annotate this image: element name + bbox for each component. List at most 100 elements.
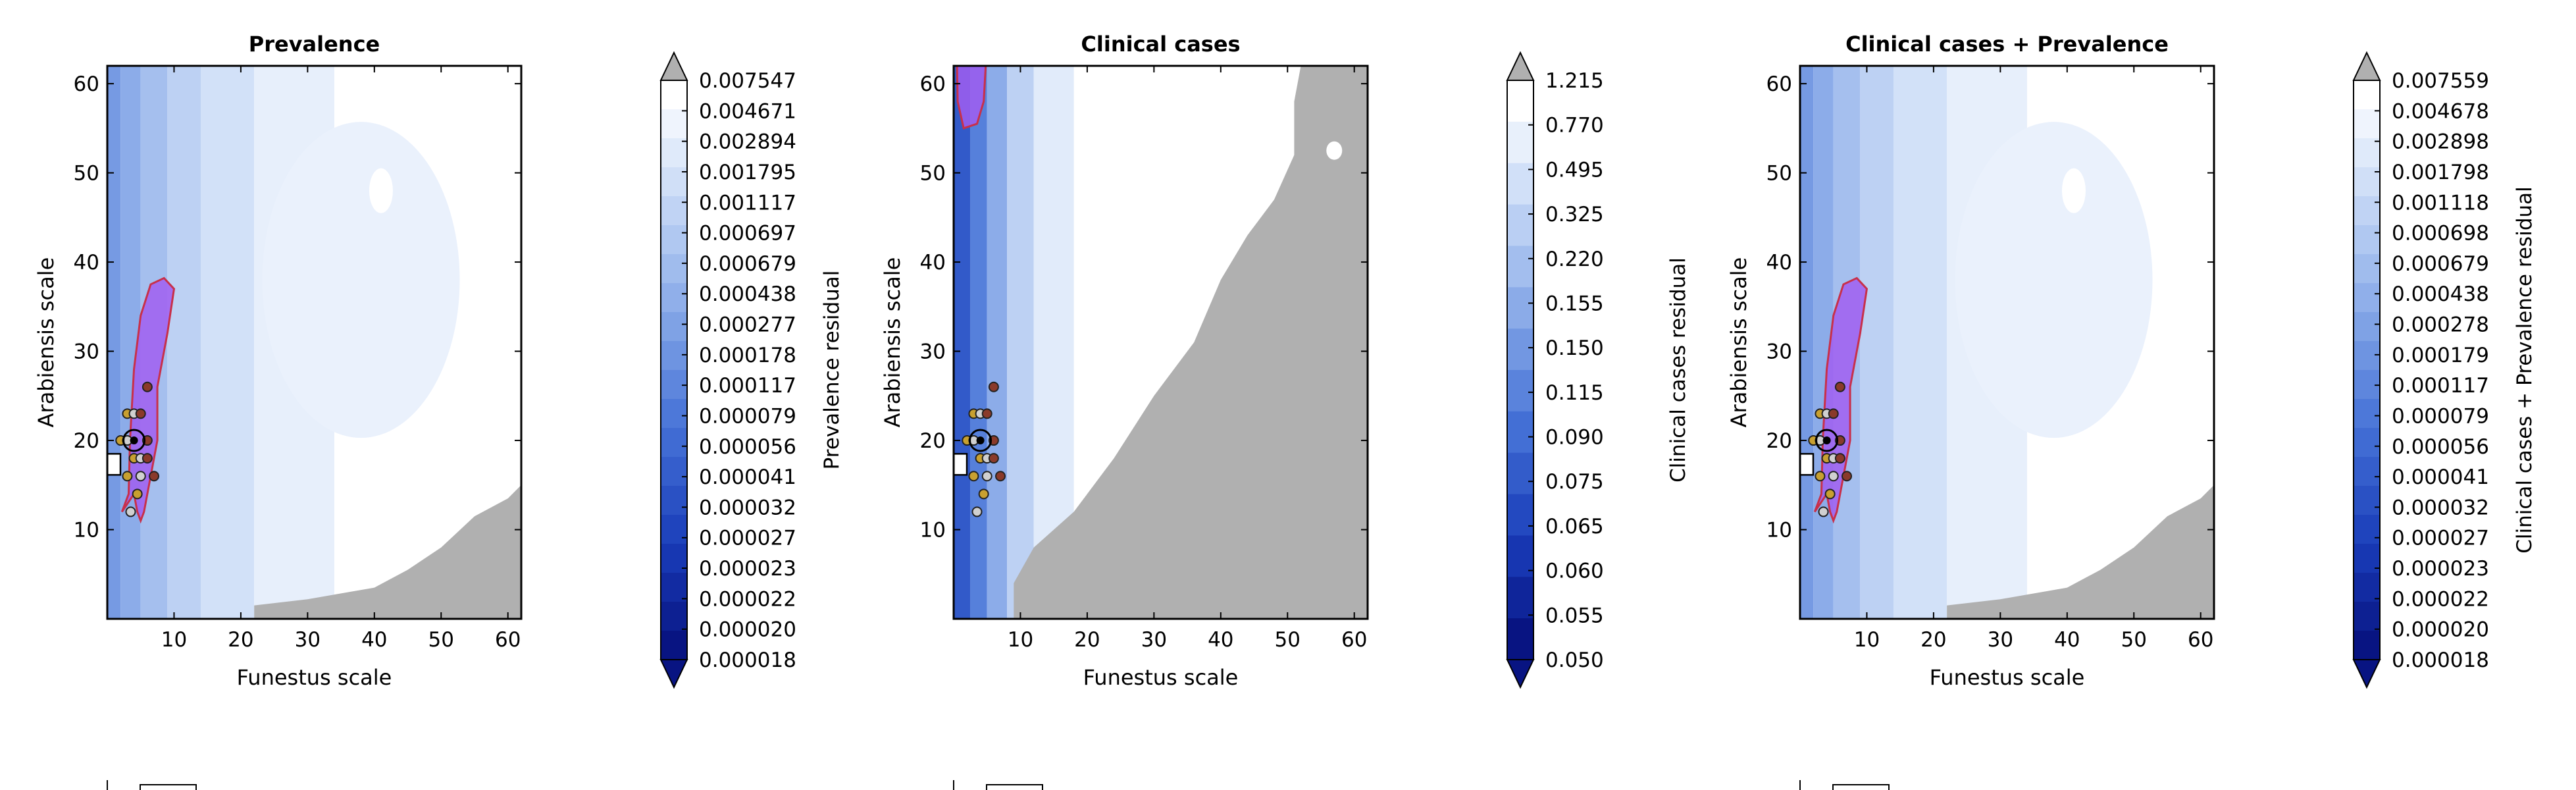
contour-band-wide — [262, 122, 460, 438]
colorbar-tick-label: 0.000117 — [699, 374, 796, 398]
colorbar-segment — [2354, 631, 2380, 660]
colorbar-tick-label: 0.000697 — [699, 222, 796, 246]
legend-swatch — [140, 784, 197, 790]
nodata-region — [254, 485, 521, 619]
colorbar-segment — [1507, 370, 1533, 412]
sample-point — [142, 453, 153, 464]
colorbar-tick-label: 0.115 — [1545, 381, 1604, 405]
colorbar-segment — [661, 341, 687, 371]
colorbar-segment — [2354, 486, 2380, 515]
sample-point — [988, 453, 999, 464]
colorbar-tick-label: 0.000277 — [699, 313, 796, 337]
colorbar-segment — [2354, 109, 2380, 139]
colorbar-segment — [2354, 428, 2380, 458]
colorbar-tick-label: 0.001118 — [2392, 191, 2489, 215]
colorbar-tick-label: 0.000056 — [2392, 435, 2489, 459]
x-tick-label: 40 — [361, 628, 387, 652]
colorbar-tick-label: 0.075 — [1545, 470, 1604, 494]
colorbar-segment — [2354, 196, 2380, 226]
highlight-region — [956, 66, 987, 130]
y-tick-label: 40 — [920, 251, 946, 275]
y-tick-label: 20 — [920, 429, 946, 453]
contour-band-3 — [167, 66, 201, 619]
colorbar-tick-label: 0.000079 — [699, 404, 796, 428]
colorbar-extend-top — [1506, 51, 1535, 81]
colorbar-tick-label: 0.000020 — [2392, 618, 2489, 642]
y-tick-label: 60 — [920, 72, 946, 96]
colorbar-segment — [661, 631, 687, 660]
x-tick-label: 30 — [1988, 628, 2013, 652]
colorbar-segment — [661, 254, 687, 284]
colorbar-segment — [1507, 494, 1533, 536]
colorbar-tick-label: 0.000698 — [2392, 222, 2489, 246]
colorbar-tick-label: 0.325 — [1545, 203, 1604, 226]
y-tick-label: 10 — [1766, 519, 1792, 542]
colorbar-segment — [1507, 577, 1533, 619]
colorbar-frame — [2353, 80, 2381, 660]
target-marker — [1815, 429, 1839, 452]
colorbar-tick-label: 1.215 — [1545, 69, 1604, 93]
colorbar-segment — [1507, 204, 1533, 246]
colorbar-frame — [660, 80, 688, 660]
y-tick-label: 60 — [1766, 72, 1792, 96]
colorbar-segment — [2354, 602, 2380, 631]
sample-point — [981, 408, 992, 419]
colorbar-segment — [2354, 80, 2380, 110]
colorbar-tick-label: 0.050 — [1545, 648, 1604, 672]
target-marker-center — [1822, 436, 1831, 445]
colorbar-extend-bottom — [2352, 659, 2381, 689]
x-tick-label: 30 — [295, 628, 321, 652]
colorbar-segment — [1507, 411, 1533, 454]
x-tick-label: 20 — [1074, 628, 1100, 652]
colorbar-segment — [2354, 283, 2380, 313]
y-axis-label: Arabiensis scale — [880, 257, 905, 428]
contour-band-0 — [954, 66, 971, 619]
colorbar-tick-label: 0.007559 — [2392, 69, 2489, 93]
colorbar-tick-label: 0.055 — [1545, 604, 1604, 627]
panel-combined: 10 20 30 40 50 60 10 20 30 40 50 60 Clinical cases +… — [1726, 32, 2537, 790]
sample-point — [978, 488, 989, 500]
colorbar-tick-label: 0.001117 — [699, 191, 796, 215]
x-tick-label: 40 — [1208, 628, 1233, 652]
chart-title: Prevalence — [249, 32, 380, 57]
sample-point — [1815, 471, 1826, 482]
colorbar-tick-label: 0.001798 — [2392, 161, 2489, 184]
colorbar-tick-label: 0.065 — [1545, 515, 1604, 539]
colorbar-segment — [2354, 515, 2380, 544]
colorbar-tick-label: 0.495 — [1545, 158, 1604, 182]
colorbar-tick-label: 0.000117 — [2392, 374, 2489, 398]
colorbar-segment — [1507, 452, 1533, 495]
target-marker — [122, 429, 146, 452]
sample-point — [1842, 471, 1853, 482]
contour-band-4 — [201, 66, 255, 619]
y-tick-label: 10 — [74, 519, 99, 542]
y-tick-label: 30 — [1766, 340, 1792, 364]
sample-point — [1828, 471, 1839, 482]
colorbar: 0.007559 0.004678 0.002898 0.001798 0.001118… — [2352, 51, 2537, 689]
sample-point — [135, 408, 146, 419]
colorbar-tick-label: 0.000079 — [2392, 404, 2489, 428]
colorbar-extend-bottom — [1506, 659, 1535, 689]
colorbar-tick-label: 0.007547 — [699, 69, 796, 93]
x-tick-label: 50 — [1275, 628, 1301, 652]
colorbar-segment — [661, 312, 687, 342]
y-tick-label: 30 — [74, 340, 99, 364]
reference-marker — [1800, 453, 1815, 476]
colorbar-tick-label: 0.000018 — [699, 648, 796, 672]
plot-area — [1800, 66, 2214, 619]
x-axis-label: Funestus scale — [1083, 665, 1239, 690]
x-tick-label: 50 — [428, 628, 454, 652]
contour-band-3 — [1007, 66, 1034, 619]
x-tick-label: 30 — [1141, 628, 1167, 652]
colorbar-segment — [661, 573, 687, 602]
colorbar-segment — [661, 138, 687, 168]
colorbar-tick-label: 0.000679 — [699, 252, 796, 276]
reference-marker — [107, 453, 122, 476]
colorbar-tick-label: 0.000056 — [699, 435, 796, 459]
y-tick-label: 30 — [920, 340, 946, 364]
contour-hole — [369, 168, 393, 213]
colorbar-frame — [1507, 80, 1534, 660]
x-tick-label: 10 — [161, 628, 187, 652]
x-axis-label: Funestus scale — [237, 665, 392, 690]
